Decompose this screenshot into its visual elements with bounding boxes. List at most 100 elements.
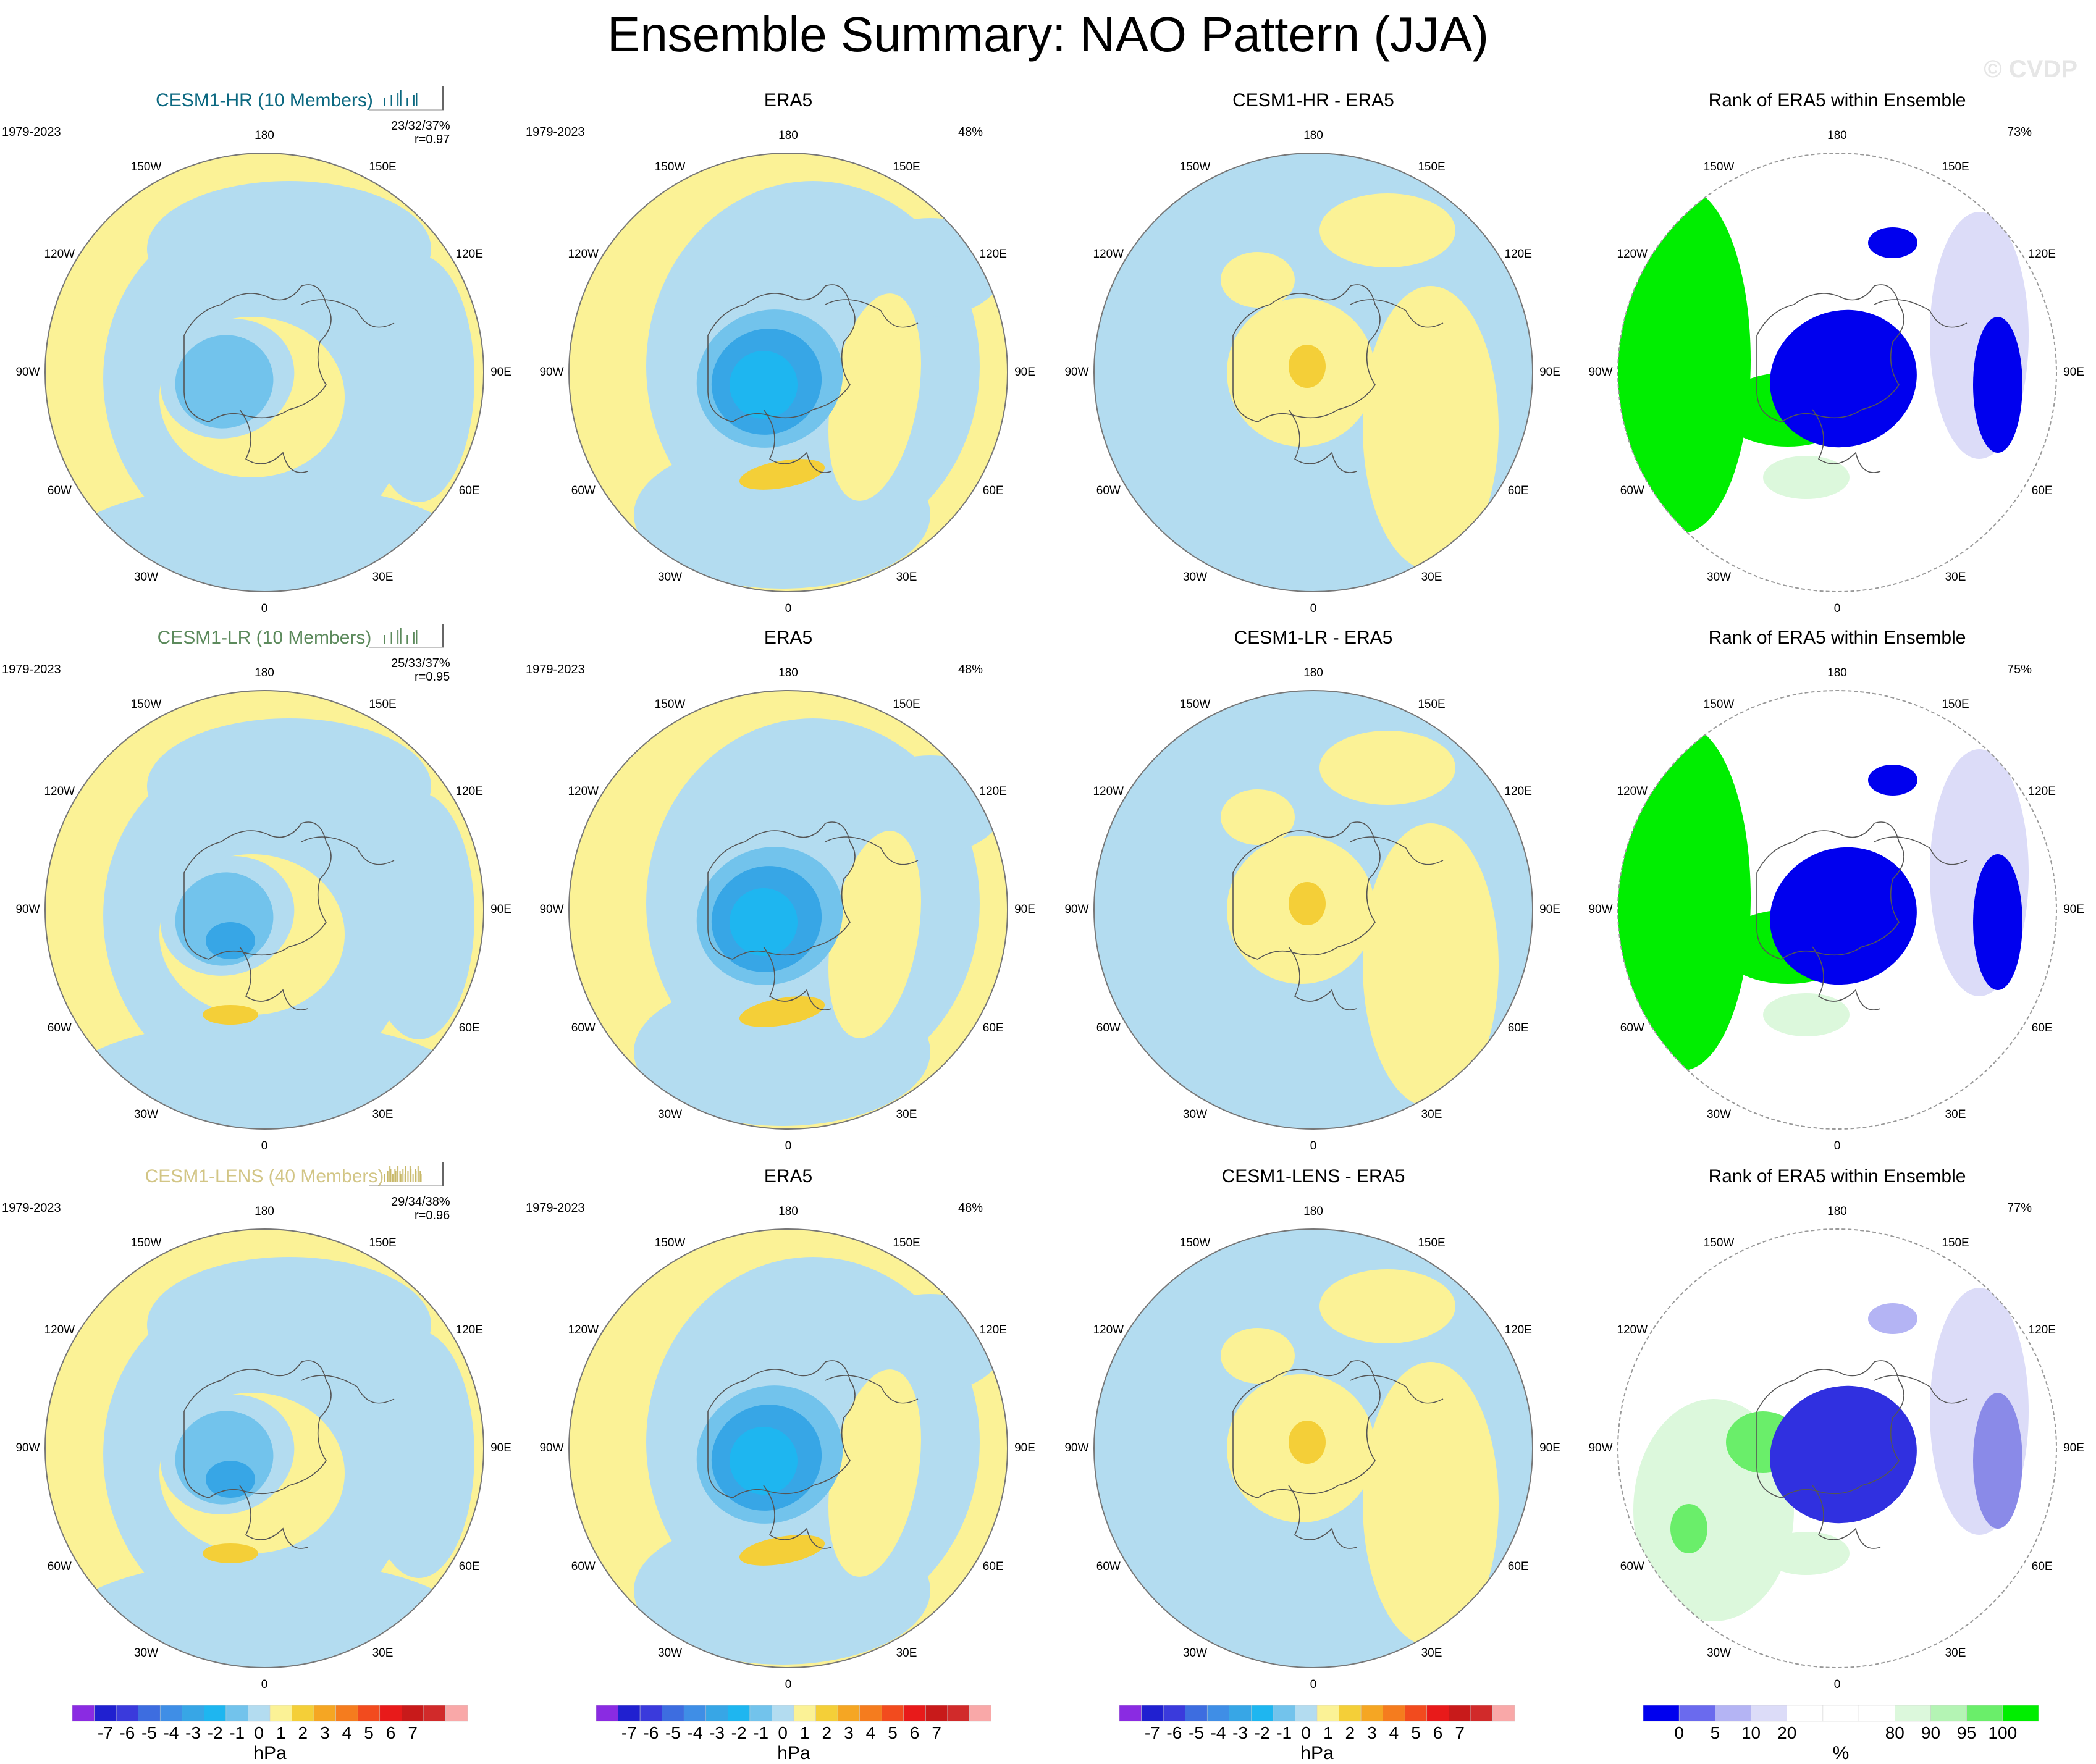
low-center-core <box>730 1427 798 1495</box>
positive-difference-ne <box>1319 731 1455 805</box>
panel-title-rank: Rank of ERA5 within Ensemble <box>1708 1166 1966 1186</box>
grid-label: 0 <box>785 602 792 615</box>
colorbar-swatch <box>1678 1705 1715 1722</box>
grid-label: 60W <box>1620 1560 1644 1573</box>
colorbar-tick-label: -3 <box>185 1723 201 1742</box>
grid-label: 60W <box>1096 1021 1121 1035</box>
rank-low-region-center <box>1770 847 1917 985</box>
low-center-core <box>730 888 798 956</box>
grid-label: 30E <box>896 1107 917 1121</box>
panel-title-model: CESM1-HR (10 Members) <box>156 90 373 111</box>
map-border <box>1093 153 1533 592</box>
grid-label: 150E <box>1418 698 1446 712</box>
colorbar-tick-label: -2 <box>207 1723 223 1742</box>
coastline-asia <box>1874 836 1968 865</box>
panel-title-rank: Rank of ERA5 within Ensemble <box>1708 628 1966 648</box>
rank-low-region-north <box>1868 1303 1917 1334</box>
grid-label: 120W <box>1093 247 1124 261</box>
map-border <box>1617 1228 2057 1668</box>
grid-label: 60E <box>2031 1560 2053 1573</box>
rank-low-region-north <box>1868 227 1917 258</box>
grid-label: 120E <box>1504 247 1532 261</box>
panel-title-diff: CESM1-LR - ERA5 <box>1234 628 1393 648</box>
map-fill <box>1094 691 1533 1129</box>
grid-label: 120E <box>2028 247 2056 261</box>
colorbar-tick-label: 2 <box>298 1723 308 1742</box>
rank-low-region-center <box>1770 1385 1917 1524</box>
colorbar-tick-label: 6 <box>909 1723 920 1742</box>
grid-label: 150E <box>1418 1237 1446 1250</box>
coastline-europe <box>763 409 832 473</box>
watermark: © CVDP <box>1984 56 2077 83</box>
variance-percent: 73% <box>2007 125 2032 139</box>
grid-label: 120W <box>568 247 599 261</box>
colorbar-tick-label: 1 <box>1323 1723 1333 1742</box>
grid-label: 180 <box>1827 129 1847 142</box>
grid-label: 90W <box>539 903 564 916</box>
colorbar-tick-label: 6 <box>385 1723 396 1742</box>
grid-label: 60E <box>982 1021 1004 1035</box>
high-anomaly <box>739 996 825 1027</box>
pattern-correlation: r=0.95 <box>415 670 450 684</box>
colorbar-tick-label: -4 <box>163 1723 179 1742</box>
variance-percent: 48% <box>958 663 983 676</box>
colorbar-swatch <box>596 1705 618 1722</box>
coastline <box>183 1360 332 1498</box>
rank-high-region-south <box>1763 993 1850 1036</box>
low-center-core <box>206 1461 255 1498</box>
colorbar-swatch <box>1119 1705 1142 1722</box>
period-label: 1979-2023 <box>2 125 61 139</box>
coastline <box>1232 821 1381 960</box>
colorbar-swatch <box>947 1705 970 1722</box>
colorbar-tick-label: -2 <box>731 1723 747 1742</box>
colorbar-tick-label: 0 <box>254 1723 264 1742</box>
grid-label: 60E <box>1507 484 1529 497</box>
coastline <box>1232 1360 1381 1498</box>
colorbar-swatch <box>1822 1705 1859 1722</box>
grid-label: 120E <box>455 1323 483 1337</box>
colorbar-swatch <box>683 1705 707 1722</box>
map-border <box>568 690 1008 1130</box>
colorbar-swatches <box>72 1705 468 1722</box>
colorbar-tick-label: -7 <box>1144 1723 1160 1742</box>
grid-label: 90E <box>1014 366 1035 379</box>
polar-map <box>1617 690 2057 1130</box>
positive-difference-north <box>1221 252 1295 308</box>
grid-label: 30E <box>1945 1107 1966 1121</box>
colorbar-tick-label: -6 <box>1166 1723 1182 1742</box>
grid-label: 30W <box>1706 570 1732 584</box>
low-center <box>175 335 274 429</box>
polar-map <box>1617 153 2057 592</box>
low-center-core <box>206 922 255 959</box>
colorbar-swatch <box>204 1705 227 1722</box>
grid-label: 150W <box>1703 698 1735 712</box>
colorbar-swatch <box>749 1705 772 1722</box>
negative-anomaly-region-north <box>147 181 431 317</box>
map-border <box>44 1228 484 1668</box>
positive-difference-core <box>1289 345 1326 388</box>
grid-label: 150E <box>893 1237 920 1250</box>
colorbar-swatch <box>639 1705 662 1722</box>
grid-label: 90E <box>2063 366 2084 379</box>
grid-label: 150E <box>893 161 920 174</box>
colorbar-swatch <box>1163 1705 1185 1722</box>
colorbar-swatches <box>1119 1705 1515 1722</box>
grid-label: 0 <box>261 602 268 615</box>
coastline-asia <box>825 299 919 328</box>
grid-label: 60W <box>1620 484 1644 497</box>
grid-label: 0 <box>1310 602 1317 615</box>
colorbar-tick-label: 4 <box>342 1723 352 1742</box>
grid-label: 60W <box>571 1021 596 1035</box>
colorbar-tick-label: 90 <box>1921 1723 1941 1742</box>
colorbar-tick-label: 20 <box>1777 1723 1797 1742</box>
coastline-asia <box>301 836 395 865</box>
colorbar-swatch <box>1295 1705 1318 1722</box>
colorbar-swatch <box>72 1705 95 1722</box>
map-border <box>1093 1228 1533 1668</box>
map-fill <box>45 691 484 1129</box>
coastline-asia <box>1874 1375 1968 1404</box>
coastline-asia <box>1350 1375 1444 1404</box>
grid-label: 30W <box>133 1646 159 1660</box>
coastline <box>707 1360 856 1498</box>
map-border <box>1093 690 1533 1130</box>
